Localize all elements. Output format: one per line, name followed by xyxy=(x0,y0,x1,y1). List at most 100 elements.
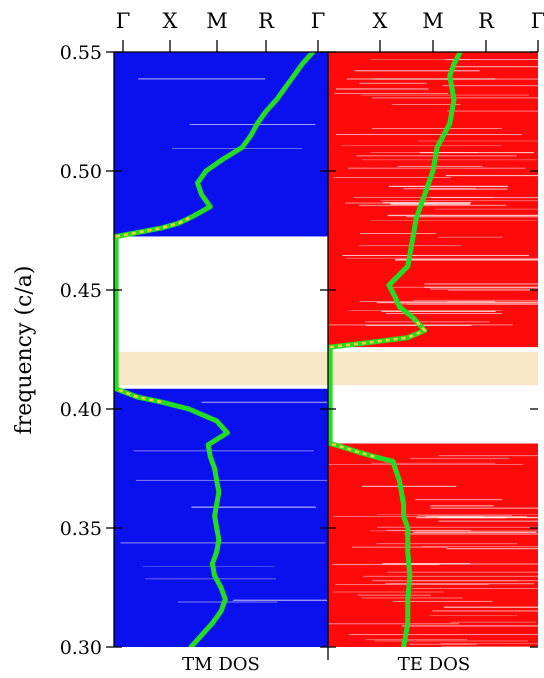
dos-streak xyxy=(409,643,478,645)
dos-streak xyxy=(388,185,509,187)
dos-streak xyxy=(439,516,538,519)
dos-streak xyxy=(440,646,538,647)
dos-texture xyxy=(328,59,538,647)
dos-streak xyxy=(421,546,538,548)
dos-streak xyxy=(450,66,538,68)
dos-streak xyxy=(371,127,502,129)
dos-streak xyxy=(445,174,538,177)
complete-gap-band xyxy=(328,351,538,386)
dos-streak xyxy=(332,563,440,566)
integrated-dos-curve xyxy=(328,52,463,647)
k-point-label: Γ xyxy=(116,9,131,33)
dos-streak xyxy=(435,208,538,210)
dos-streak xyxy=(348,167,526,169)
panels-layer xyxy=(114,52,538,647)
dos-streak xyxy=(406,216,538,218)
dos-streak xyxy=(382,202,471,204)
dos-fill-upper xyxy=(328,52,538,348)
y-tick-label: 0.50 xyxy=(60,161,102,183)
dos-streak xyxy=(120,542,326,544)
dos-streak xyxy=(445,59,538,60)
dos-streak xyxy=(189,124,316,125)
dos-streak xyxy=(401,625,538,627)
y-tick-label: 0.40 xyxy=(60,399,102,421)
dos-streak xyxy=(135,479,328,481)
dos-streak xyxy=(370,530,538,532)
dos-streak xyxy=(411,588,538,589)
dos-streak xyxy=(359,82,427,85)
dos-streak xyxy=(372,97,538,99)
dos-streak xyxy=(334,92,448,94)
dos-streak xyxy=(419,152,535,154)
dos-streak xyxy=(138,78,266,80)
dos-streak xyxy=(404,533,538,535)
k-point-label: M xyxy=(422,9,444,33)
frame-layer xyxy=(106,40,539,660)
dos-streak xyxy=(442,85,538,87)
dos-streak xyxy=(387,571,538,573)
dos-streak xyxy=(232,599,328,601)
dos-streak xyxy=(333,591,444,593)
dos-streak xyxy=(335,584,489,585)
dos-streak xyxy=(377,526,538,528)
dos-streak xyxy=(145,578,276,580)
dos-streak xyxy=(358,204,507,207)
dos-streak xyxy=(390,203,471,205)
dos-streak xyxy=(345,257,538,259)
dos-streak xyxy=(142,566,275,567)
k-point-label: X xyxy=(163,9,178,33)
dos-streak xyxy=(133,450,314,452)
dos-streak xyxy=(374,640,529,642)
dos-streak xyxy=(359,233,436,235)
dos-streak xyxy=(450,621,537,623)
dos-streak xyxy=(430,197,538,199)
dos-streak xyxy=(409,563,538,565)
dos-streak xyxy=(372,78,538,80)
dos-streak xyxy=(447,110,538,112)
dos-streak xyxy=(387,214,538,217)
dos-streak xyxy=(360,94,529,96)
dos-streak xyxy=(365,639,468,641)
dos-streak xyxy=(361,597,464,599)
dos-streak xyxy=(437,236,503,238)
dos-streak xyxy=(406,303,538,305)
dos-streak xyxy=(328,623,460,625)
dos-streak xyxy=(376,302,538,304)
dos-streak xyxy=(410,457,510,460)
dos-streak xyxy=(443,606,538,608)
dos-streak xyxy=(328,463,524,465)
panel-tm xyxy=(114,52,328,647)
gap-edge-highlight xyxy=(329,442,375,458)
y-axis-title: frequency (c/a) xyxy=(12,266,37,435)
dos-streak xyxy=(396,258,538,260)
dos-streak xyxy=(387,529,471,531)
dos-streak xyxy=(385,583,535,585)
dos-streak xyxy=(354,70,480,72)
dos-streak xyxy=(178,601,278,603)
dos-streak xyxy=(201,401,328,404)
dos-streak xyxy=(397,165,483,167)
dos-streak xyxy=(359,301,496,302)
dos-streak xyxy=(365,321,490,323)
k-point-label: Γ xyxy=(311,9,326,33)
dos-streak xyxy=(332,515,484,517)
dos-streak xyxy=(430,505,494,507)
dos-streak xyxy=(361,159,537,161)
y-tick-label: 0.45 xyxy=(60,280,102,302)
dos-streak xyxy=(376,543,518,545)
dos-streak xyxy=(424,286,538,288)
complete-gap-band xyxy=(114,351,328,386)
dos-fill-lower xyxy=(328,443,538,647)
dos-streak xyxy=(381,310,496,312)
k-point-label: Γ xyxy=(531,9,544,33)
dos-streak xyxy=(394,259,538,261)
k-point-label: X xyxy=(373,9,388,33)
gap-edge-highlight xyxy=(115,387,162,404)
dos-streak xyxy=(395,303,538,305)
dos-streak xyxy=(370,219,537,221)
dos-streak xyxy=(412,299,538,301)
dos-streak xyxy=(361,485,457,487)
dos-streak xyxy=(429,615,518,617)
dos-streak xyxy=(346,78,496,80)
text-layer: 0.30 0.35 0.40 0.45 0.50 0.55 Γ X M R Γ X M R Γ TM DOS T… xyxy=(12,9,544,675)
